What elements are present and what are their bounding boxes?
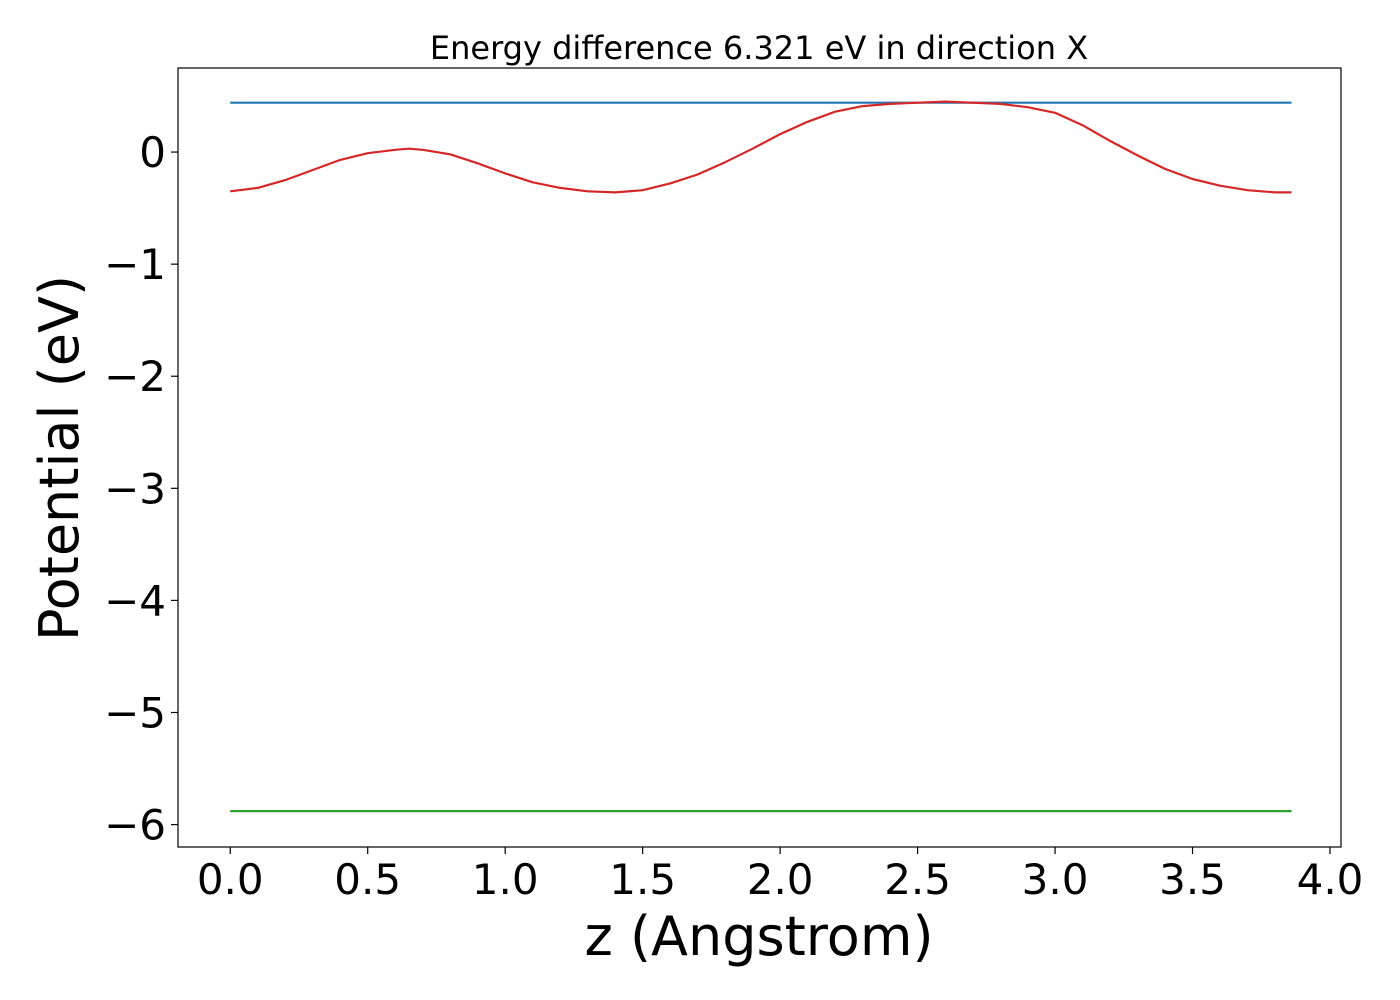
y-tick-label: 0	[139, 128, 166, 177]
x-tick-label: 2.5	[884, 855, 951, 904]
x-tick-label: 0.5	[334, 855, 401, 904]
y-tick-label: −2	[104, 352, 166, 401]
y-tick-label: −1	[104, 240, 166, 289]
y-tick-label: −4	[104, 576, 166, 625]
x-tick-label: 0.0	[197, 855, 264, 904]
plot-frame	[177, 67, 1342, 848]
chart-title: Energy difference 6.321 eV in direction …	[430, 29, 1088, 67]
y-axis-label: Potential (eV)	[28, 275, 91, 641]
y-tick-label: −6	[104, 801, 166, 850]
y-axis: 0 −1 −2 −3 −4 −5 −6	[104, 128, 178, 850]
x-axis: 0.0 0.5 1.0 1.5 2.0 2.5 3.0 3.5 4.0	[197, 847, 1364, 904]
series-line-3	[230, 100, 1292, 194]
y-tick-label: −5	[104, 688, 166, 737]
x-tick-label: 1.5	[609, 855, 676, 904]
x-tick-label: 3.0	[1022, 855, 1089, 904]
x-tick-label: 2.0	[747, 855, 814, 904]
x-axis-label: z (Angstrom)	[584, 905, 933, 968]
plot-area	[230, 100, 1292, 813]
x-tick-label: 3.5	[1159, 855, 1226, 904]
x-tick-label: 4.0	[1297, 855, 1364, 904]
x-tick-label: 1.0	[472, 855, 539, 904]
y-tick-label: −3	[104, 464, 166, 513]
